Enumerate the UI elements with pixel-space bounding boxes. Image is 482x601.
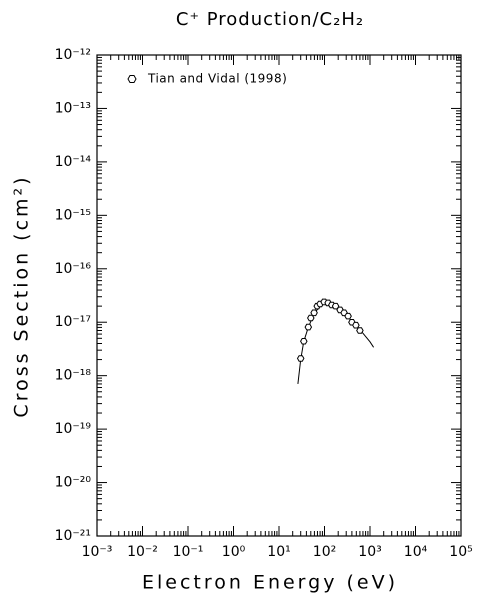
data-point [296, 355, 305, 362]
y-tick-label: 10⁻¹⁹ [55, 421, 92, 437]
y-tick-label: 10⁻²¹ [55, 528, 91, 544]
x-axis-label: Electron Energy (eV) [142, 572, 398, 594]
data-point [300, 338, 308, 345]
y-tick-label: 10⁻¹⁸ [55, 368, 92, 384]
x-tick-label: 10³ [358, 544, 381, 560]
x-tick-label: 10² [313, 544, 336, 560]
y-tick-label: 10⁻¹⁷ [55, 314, 91, 330]
x-tick-label: 10⁰ [222, 544, 246, 560]
data-point [356, 327, 364, 334]
x-tick-label: 10⁻³ [82, 544, 113, 560]
x-tick-label: 10¹ [267, 544, 290, 560]
x-tick-label: 10⁵ [449, 544, 472, 560]
x-tick-label: 10⁴ [404, 544, 428, 560]
y-tick-label: 10⁻²⁰ [55, 475, 92, 491]
fit-line [297, 301, 375, 384]
legend-marker [127, 75, 137, 83]
y-tick-label: 10⁻¹³ [55, 100, 91, 116]
data-point [352, 321, 360, 329]
data-point [344, 312, 352, 320]
y-tick-label: 10⁻¹⁴ [55, 154, 92, 170]
legend-label: Tian and Vidal (1998) [147, 72, 287, 86]
x-tick-label: 10⁻² [127, 544, 158, 560]
y-axis-label: Cross Section (cm²) [11, 174, 33, 417]
data-point [310, 309, 318, 317]
chart-title: C⁺ Production/C₂H₂ [176, 9, 364, 30]
y-tick-label: 10⁻¹⁵ [55, 207, 91, 223]
y-tick-label: 10⁻¹⁶ [55, 261, 92, 277]
data-point [304, 323, 313, 331]
y-tick-label: 10⁻¹² [55, 47, 91, 63]
plot-frame [96, 54, 462, 537]
x-tick-label: 10⁻¹ [173, 544, 204, 560]
